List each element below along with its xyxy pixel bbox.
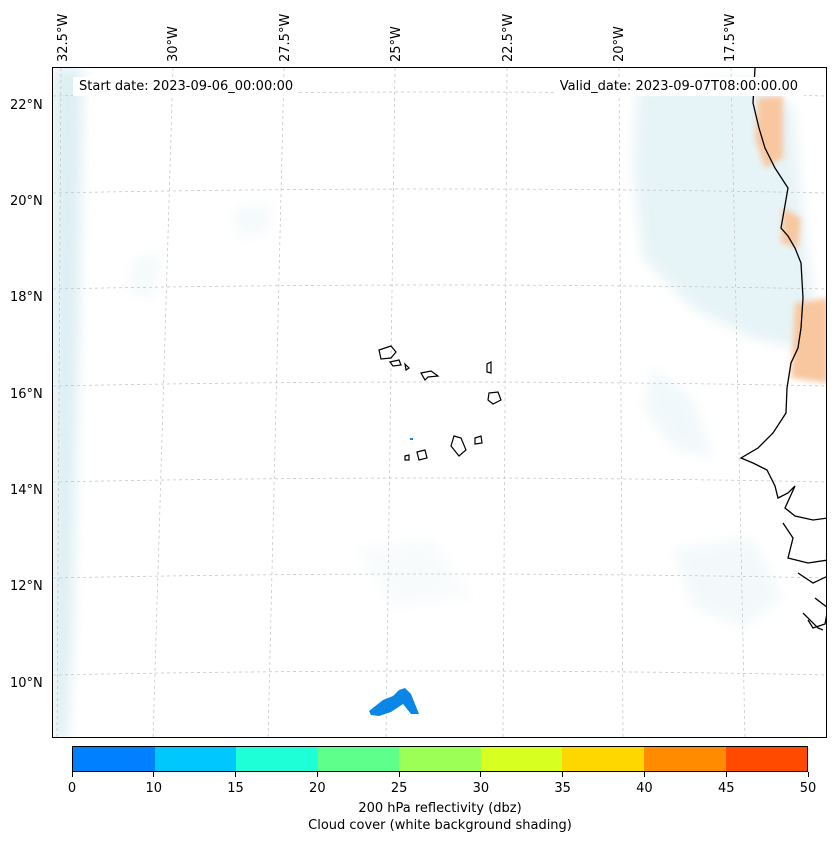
island-maio xyxy=(474,435,483,445)
map-frame: Start date: 2023-09-06_00:00:00 Valid_da… xyxy=(52,67,827,738)
colorbar xyxy=(72,746,808,772)
lat-label-22n: 22°N xyxy=(10,98,43,113)
reflectivity-speck xyxy=(410,438,413,440)
colorbar-tick-label-35: 35 xyxy=(554,781,571,796)
lon-label-20w: 20°W xyxy=(612,26,627,62)
island-sao-vicente xyxy=(388,359,402,367)
colorbar-segment-6 xyxy=(562,747,644,771)
colorbar-segment-8 xyxy=(725,747,808,771)
colorbar-segment-4 xyxy=(399,747,481,771)
colorbar-tick-label-45: 45 xyxy=(717,781,735,796)
colorbar-title: 200 hPa reflectivity (dbz) xyxy=(358,801,522,816)
lon-label-32-5w: 32.5°W xyxy=(56,13,71,62)
island-boa-vista xyxy=(487,391,502,405)
reflectivity-blob xyxy=(369,688,419,716)
colorbar-segment-7 xyxy=(643,747,726,771)
colorbar-segment-2 xyxy=(236,747,318,771)
lat-label-10n: 10°N xyxy=(10,676,43,691)
colorbar-segment-5 xyxy=(480,747,563,771)
lat-label-16n: 16°N xyxy=(10,387,43,402)
colorbar-tick-label-40: 40 xyxy=(636,781,653,796)
colorbar-segment-1 xyxy=(154,747,237,771)
valid-date-label: Valid_date: 2023-09-07T08:00:00.00 xyxy=(553,77,804,96)
colorbar-tick-label-50: 50 xyxy=(799,781,817,796)
lon-label-30w: 30°W xyxy=(166,26,181,62)
colorbar-tick-label-15: 15 xyxy=(227,781,244,796)
cloud-cover-shading xyxy=(53,68,813,737)
colorbar-tick-45 xyxy=(725,772,727,777)
colorbar-segment-3 xyxy=(317,747,400,771)
lon-label-27-5w: 27.5°W xyxy=(278,13,293,62)
lat-label-14n: 14°N xyxy=(10,483,43,498)
coastline-west-africa xyxy=(739,68,826,631)
island-santo-antao xyxy=(378,345,397,360)
colorbar-tick-label-25: 25 xyxy=(390,781,408,796)
colorbar-tick-0 xyxy=(71,772,73,777)
island-fogo xyxy=(416,449,428,461)
start-date-label: Start date: 2023-09-06_00:00:00 xyxy=(73,77,300,96)
island-sal xyxy=(486,361,492,374)
island-santiago xyxy=(450,435,467,457)
colorbar-tick-label-0: 0 xyxy=(67,781,77,796)
island-santa-luzia xyxy=(404,362,410,372)
colorbar-tick-50 xyxy=(807,772,809,777)
colorbar-tick-15 xyxy=(235,772,237,777)
colorbar-tick-label-10: 10 xyxy=(145,781,163,796)
colorbar-tick-label-20: 20 xyxy=(309,781,326,796)
colorbar-subtitle: Cloud cover (white background shading) xyxy=(308,818,572,833)
island-brava xyxy=(404,454,410,461)
colorbar-tick-40 xyxy=(643,772,645,777)
colorbar-tick-20 xyxy=(316,772,318,777)
colorbar-tick-35 xyxy=(562,772,564,777)
cape-verde-islands xyxy=(378,345,502,461)
colorbar-tick-30 xyxy=(480,772,482,777)
colorbar-tick-label-30: 30 xyxy=(472,781,490,796)
lon-label-17-5w: 17.5°W xyxy=(723,13,738,62)
map-canvas xyxy=(53,68,826,737)
lat-label-12n: 12°N xyxy=(10,579,43,594)
lat-label-18n: 18°N xyxy=(10,290,43,305)
colorbar-tick-25 xyxy=(398,772,400,777)
colorbar-segment-0 xyxy=(73,747,155,771)
lat-label-20n: 20°N xyxy=(10,194,43,209)
reflectivity-orange-shading xyxy=(755,96,826,383)
lon-label-22-5w: 22.5°W xyxy=(501,13,516,62)
lon-label-25w: 25°W xyxy=(389,26,404,62)
island-sao-nicolau xyxy=(420,370,440,381)
colorbar-tick-10 xyxy=(153,772,155,777)
